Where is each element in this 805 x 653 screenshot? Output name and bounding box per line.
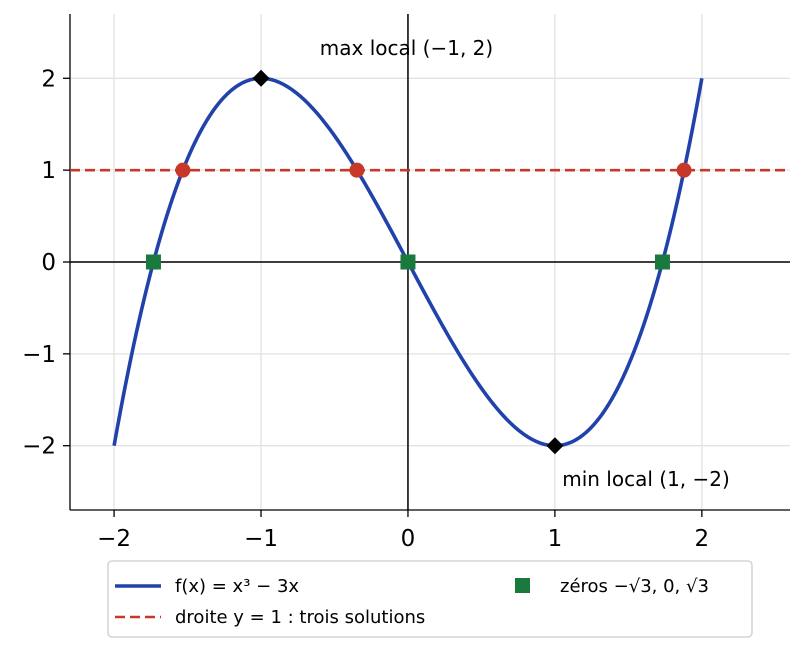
zero-point bbox=[145, 254, 161, 270]
annotations: max local (−1, 2) min local (1, −2) bbox=[320, 36, 730, 491]
legend-label-line: droite y = 1 : trois solutions bbox=[175, 607, 425, 628]
legend-label-zeros: zéros −√3, 0, √3 bbox=[560, 576, 709, 597]
legend: f(x) = x³ − 3x droite y = 1 : trois solut… bbox=[107, 560, 753, 638]
annotation-min-local: min local (1, −2) bbox=[562, 467, 730, 491]
extremum-point bbox=[546, 437, 564, 455]
legend-label-function: f(x) = x³ − 3x bbox=[175, 576, 299, 597]
y-tick-label: 2 bbox=[41, 66, 56, 92]
markers bbox=[145, 69, 692, 455]
y-tick-label: −1 bbox=[22, 342, 56, 368]
legend-box bbox=[107, 560, 753, 638]
legend-swatch-zeros bbox=[515, 578, 530, 593]
x-tick-label: 1 bbox=[548, 526, 563, 552]
annotation-max-local: max local (−1, 2) bbox=[320, 36, 493, 60]
extremum-point bbox=[252, 69, 270, 87]
ticks: −2 −1 0 1 2 −2 −1 0 1 2 bbox=[22, 66, 709, 552]
intersection-point bbox=[175, 162, 191, 178]
y-tick-label: 1 bbox=[41, 158, 56, 184]
y-tick-label: 0 bbox=[41, 250, 56, 276]
intersection-point bbox=[349, 162, 365, 178]
zero-point bbox=[400, 254, 416, 270]
x-tick-label: 2 bbox=[695, 526, 710, 552]
axes bbox=[69, 14, 790, 511]
zero-point bbox=[654, 254, 670, 270]
x-tick-label: −1 bbox=[244, 526, 278, 552]
y-tick-label: −2 bbox=[22, 434, 56, 460]
x-tick-label: −2 bbox=[97, 526, 131, 552]
x-tick-label: 0 bbox=[401, 526, 416, 552]
intersection-point bbox=[676, 162, 692, 178]
